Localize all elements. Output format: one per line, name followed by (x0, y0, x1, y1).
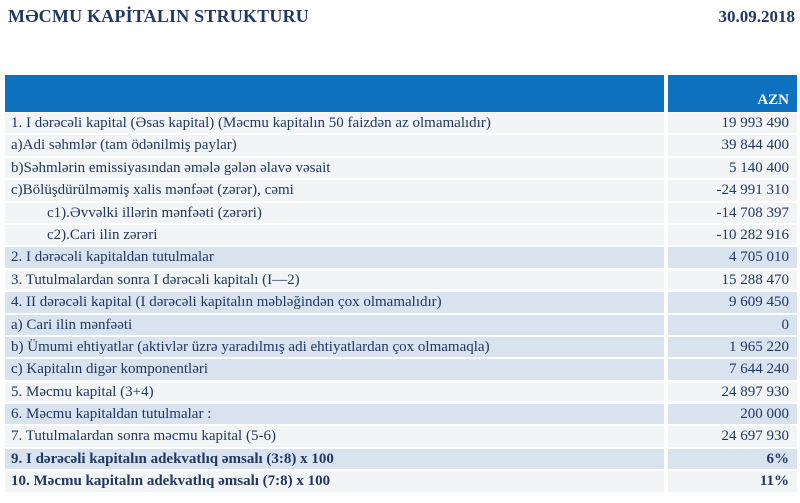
report-header: MƏCMU KAPİTALIN STRUKTURU 30.09.2018 (8, 6, 795, 27)
row-label: 3. Tutulmalardan sonra I dərəcəli kapita… (5, 269, 664, 291)
table-header-row: AZN (5, 75, 797, 112)
table-row: c2).Cari ilin zərəri -10 282 916 (5, 224, 797, 246)
table-row: 1. I dərəcəli kapital (Əsas kapital) (Mə… (5, 113, 797, 134)
row-value: 24 697 930 (668, 426, 797, 447)
row-value: 5 140 400 (668, 157, 797, 179)
table-row: b) Ümumi ehtiyatlar (aktivlər üzrə yarad… (5, 336, 797, 358)
row-label: c2).Cari ilin zərəri (5, 224, 664, 246)
row-label: 5. Məcmu kapital (3+4) (5, 381, 664, 403)
row-label: c) Kapitalın digər komponentləri (5, 359, 664, 380)
table-body: 1. I dərəcəli kapital (Əsas kapital) (Mə… (5, 113, 797, 492)
row-value: 0 (668, 314, 797, 335)
row-label: a) Cari ilin mənfəəti (5, 314, 664, 335)
row-label: 6. Məcmu kapitaldan tutulmalar : (5, 404, 664, 425)
row-label: a)Adi səhmlər (tam ödənilmiş paylar) (5, 135, 664, 156)
row-value: 1 965 220 (668, 336, 797, 358)
row-label: b)Səhmlərin emissiyasından əmələ gələn ə… (5, 157, 664, 179)
row-value: 19 993 490 (668, 113, 797, 134)
table-row: 4. II dərəcəli kapital (I dərəcəli kapit… (5, 292, 797, 313)
capital-structure-table: AZN 1. I dərəcəli kapital (Əsas kapital)… (5, 75, 797, 494)
table-row: b)Səhmlərin emissiyasından əmələ gələn ə… (5, 157, 797, 179)
row-label: 9. I dərəcəli kapitalın adekvatlıq əmsal… (5, 448, 664, 470)
row-label: c1).Əvvəlki illərin mənfəəti (zərəri) (5, 202, 664, 223)
row-value: -24 991 310 (668, 180, 797, 201)
table-row: a) Cari ilin mənfəəti 0 (5, 314, 797, 335)
table-row: c1).Əvvəlki illərin mənfəəti (zərəri) -14… (5, 202, 797, 223)
table-row: 9. I dərəcəli kapitalın adekvatlıq əmsal… (5, 448, 797, 470)
table-row: a)Adi səhmlər (tam ödənilmiş paylar) 39 8… (5, 135, 797, 156)
row-value: 7 644 240 (668, 359, 797, 380)
row-value: 6% (668, 448, 797, 470)
report-date: 30.09.2018 (718, 7, 796, 26)
row-value: 24 897 930 (668, 381, 797, 403)
row-label: 10. Məcmu kapitalın adekvatlıq əmsalı (7… (5, 471, 664, 492)
row-label: 1. I dərəcəli kapital (Əsas kapital) (Mə… (5, 113, 664, 134)
row-value: 11% (668, 471, 797, 492)
row-value: 200 000 (668, 404, 797, 425)
page-title: MƏCMU KAPİTALIN STRUKTURU (8, 6, 309, 26)
row-label: b) Ümumi ehtiyatlar (aktivlər üzrə yarad… (5, 336, 664, 358)
table-row: 6. Məcmu kapitaldan tutulmalar :200 000 (5, 404, 797, 425)
row-label: 2. I dərəcəli kapitaldan tutulmalar (5, 247, 664, 268)
row-value: 15 288 470 (668, 269, 797, 291)
table-row: c)Bölüşdürülməmiş xalis mənfəət (zərər),… (5, 180, 797, 201)
table-header-label-cell (5, 75, 664, 112)
row-value: 39 844 400 (668, 135, 797, 156)
table-header-currency-cell: AZN (668, 75, 797, 112)
table-row: 10. Məcmu kapitalın adekvatlıq əmsalı (7… (5, 471, 797, 492)
table-row: c) Kapitalın digər komponentləri 7 644 24… (5, 359, 797, 380)
row-label: 7. Tutulmalardan sonra məcmu kapital (5-… (5, 426, 664, 447)
row-label: 4. II dərəcəli kapital (I dərəcəli kapit… (5, 292, 664, 313)
row-value: -10 282 916 (668, 224, 797, 246)
row-value: 4 705 010 (668, 247, 797, 268)
row-value: 9 609 450 (668, 292, 797, 313)
row-label: c)Bölüşdürülməmiş xalis mənfəət (zərər),… (5, 180, 664, 201)
table-row: 5. Məcmu kapital (3+4) 24 897 930 (5, 381, 797, 403)
table-row: 7. Tutulmalardan sonra məcmu kapital (5-… (5, 426, 797, 447)
table-row: 3. Tutulmalardan sonra I dərəcəli kapita… (5, 269, 797, 291)
row-value: -14 708 397 (668, 202, 797, 223)
table-row: 2. I dərəcəli kapitaldan tutulmalar 4 705… (5, 247, 797, 268)
